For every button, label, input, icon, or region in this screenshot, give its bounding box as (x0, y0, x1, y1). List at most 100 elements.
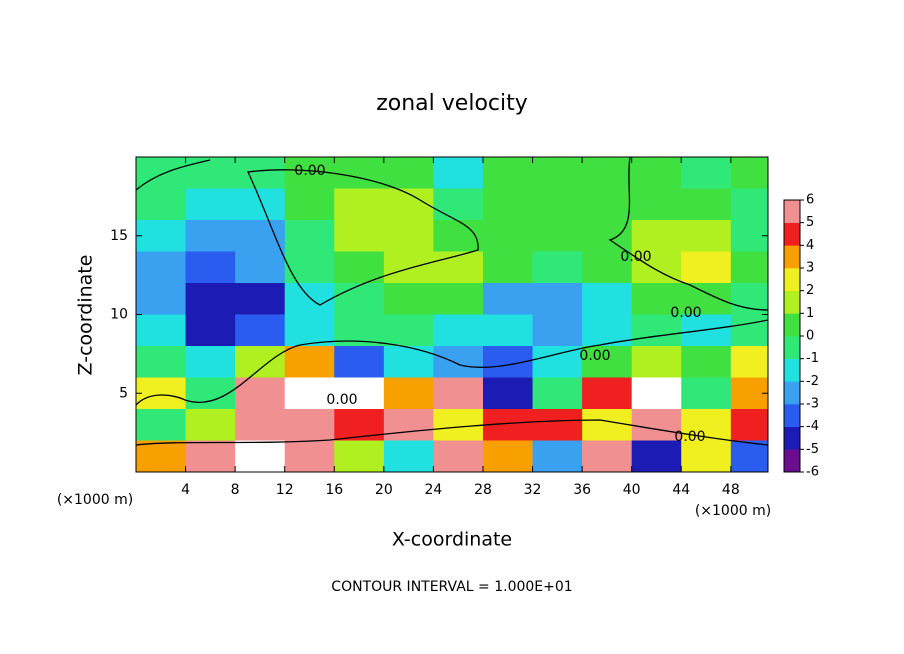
y-tick-label: 15 (110, 228, 128, 244)
heatmap (136, 157, 768, 472)
y-unit-label: (×1000 m) (695, 503, 771, 519)
x-tick-label: 48 (722, 482, 740, 498)
heatmap-cell (284, 377, 335, 410)
heatmap-cell (482, 157, 534, 189)
heatmap-cell (681, 283, 732, 315)
colorbar-swatch (784, 245, 800, 269)
heatmap-cell (185, 440, 236, 472)
heatmap-cell (730, 346, 768, 378)
colorbar-swatch (784, 200, 800, 223)
x-tick-label: 44 (672, 482, 690, 498)
heatmap-cell (433, 314, 484, 347)
chart-title: zonal velocity (376, 91, 528, 116)
heatmap-cell (631, 377, 682, 410)
heatmap-cell (532, 409, 583, 441)
heatmap-cell (730, 283, 768, 315)
heatmap-cell (681, 440, 732, 472)
heatmap-cell (631, 440, 682, 472)
contour (608, 157, 768, 311)
heatmap-cell (334, 251, 385, 284)
colorbar-tick-label: 5 (806, 215, 814, 230)
heatmap-cell (582, 346, 633, 378)
heatmap-cell (383, 377, 434, 410)
colorbar-tick-label: -5 (806, 442, 819, 457)
heatmap-cell (582, 314, 633, 347)
heatmap-cell (730, 157, 768, 189)
heatmap-cell (235, 188, 286, 221)
heatmap-cell (284, 409, 335, 441)
heatmap-cell (235, 220, 286, 252)
heatmap-cell (730, 409, 768, 441)
heatmap-cell (284, 314, 335, 347)
contour-label: 0.00 (579, 348, 610, 364)
x-tick-label: 40 (623, 482, 641, 498)
x-tick-label: 4 (181, 482, 190, 498)
heatmap-cell (136, 314, 187, 347)
colorbar-swatch (784, 358, 800, 382)
colorbar-swatch (784, 426, 800, 450)
heatmap-cell (532, 220, 583, 252)
heatmap-cell (433, 188, 484, 221)
heatmap-cell (185, 220, 236, 252)
heatmap-cell (582, 377, 633, 410)
heatmap-cell (681, 220, 732, 252)
heatmap-cell (631, 409, 682, 441)
heatmap-cell (433, 377, 484, 410)
heatmap-cell (136, 377, 187, 410)
heatmap-cell (334, 440, 385, 472)
heatmap-cell (482, 440, 534, 472)
heatmap-cell (136, 251, 187, 284)
heatmap-cell (730, 188, 768, 221)
colorbar-swatch (784, 404, 800, 427)
contour-label: 0.00 (674, 429, 705, 445)
heatmap-cell (631, 283, 682, 315)
heatmap-cell (235, 157, 286, 189)
heatmap-cell (681, 346, 732, 378)
colorbar-tick-label: -1 (806, 351, 819, 366)
heatmap-cell (185, 409, 236, 441)
heatmap-cell (334, 188, 385, 221)
x-tick-label: 20 (375, 482, 393, 498)
heatmap-cell (284, 283, 335, 315)
colorbar-swatch (784, 268, 800, 291)
heatmap-cell (582, 409, 633, 441)
heatmap-cell (383, 251, 434, 284)
heatmap-cell (235, 346, 286, 378)
heatmap-cell (532, 251, 583, 284)
heatmap-cell (681, 314, 732, 347)
colorbar-tick-label: -6 (806, 465, 819, 480)
x-tick-label: 16 (325, 482, 343, 498)
heatmap-cell (284, 188, 335, 221)
colorbar-tick-label: 2 (806, 283, 814, 298)
heatmap-cell (532, 314, 583, 347)
heatmap-cell (582, 440, 633, 472)
colorbar-tick-label: 1 (806, 306, 814, 321)
x-tick-label: 12 (276, 482, 294, 498)
x-tick-label: 28 (474, 482, 492, 498)
heatmap-cell (532, 188, 583, 221)
heatmap-cell (383, 314, 434, 347)
heatmap-cell (284, 220, 335, 252)
contour-label: 0.00 (294, 163, 325, 179)
heatmap-cell (631, 157, 682, 189)
heatmap-cell (482, 220, 534, 252)
heatmap-cell (681, 188, 732, 221)
heatmap-cell (582, 188, 633, 221)
colorbar-tick-label: -2 (806, 374, 819, 389)
heatmap-cell (681, 409, 732, 441)
heatmap-cell (482, 251, 534, 284)
heatmap-cell (383, 220, 434, 252)
contour-label: 0.00 (620, 249, 651, 265)
y-tick-label: 5 (119, 385, 128, 401)
heatmap-cell (284, 346, 335, 378)
heatmap-cell (631, 220, 682, 252)
heatmap-cell (730, 220, 768, 252)
heatmap-cell (235, 409, 286, 441)
colorbar-tick-label: 3 (806, 261, 814, 276)
heatmap-cell (235, 283, 286, 315)
heatmap-cell (532, 377, 583, 410)
heatmap-cell (631, 314, 682, 347)
footer: CONTOUR INTERVAL = 1.000E+01 (331, 579, 572, 595)
heatmap-cell (532, 440, 583, 472)
